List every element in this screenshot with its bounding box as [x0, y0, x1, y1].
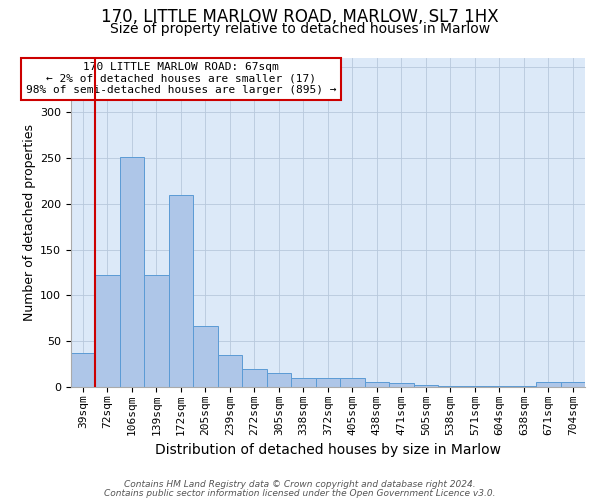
Bar: [71, 353, 95, 387]
Text: Contains HM Land Registry data © Crown copyright and database right 2024.: Contains HM Land Registry data © Crown c…: [124, 480, 476, 489]
Bar: [316, 378, 340, 387]
Bar: [438, 386, 463, 387]
Bar: [95, 276, 119, 387]
Text: Contains public sector information licensed under the Open Government Licence v3: Contains public sector information licen…: [104, 488, 496, 498]
X-axis label: Distribution of detached houses by size in Marlow: Distribution of detached houses by size …: [155, 444, 501, 458]
Bar: [536, 382, 560, 387]
Bar: [218, 355, 242, 387]
Bar: [389, 384, 413, 387]
Bar: [463, 386, 487, 387]
Text: 170 LITTLE MARLOW ROAD: 67sqm
← 2% of detached houses are smaller (17)
98% of se: 170 LITTLE MARLOW ROAD: 67sqm ← 2% of de…: [26, 62, 336, 96]
Bar: [193, 326, 218, 387]
Bar: [340, 378, 365, 387]
Bar: [560, 382, 585, 387]
Y-axis label: Number of detached properties: Number of detached properties: [23, 124, 35, 321]
Bar: [169, 195, 193, 387]
Bar: [413, 385, 438, 387]
Bar: [291, 378, 316, 387]
Bar: [144, 276, 169, 387]
Bar: [365, 382, 389, 387]
Text: Size of property relative to detached houses in Marlow: Size of property relative to detached ho…: [110, 22, 490, 36]
Bar: [487, 386, 512, 387]
Bar: [242, 368, 266, 387]
Bar: [266, 374, 291, 387]
Text: 170, LITTLE MARLOW ROAD, MARLOW, SL7 1HX: 170, LITTLE MARLOW ROAD, MARLOW, SL7 1HX: [101, 8, 499, 26]
Bar: [512, 386, 536, 387]
Bar: [119, 158, 144, 387]
